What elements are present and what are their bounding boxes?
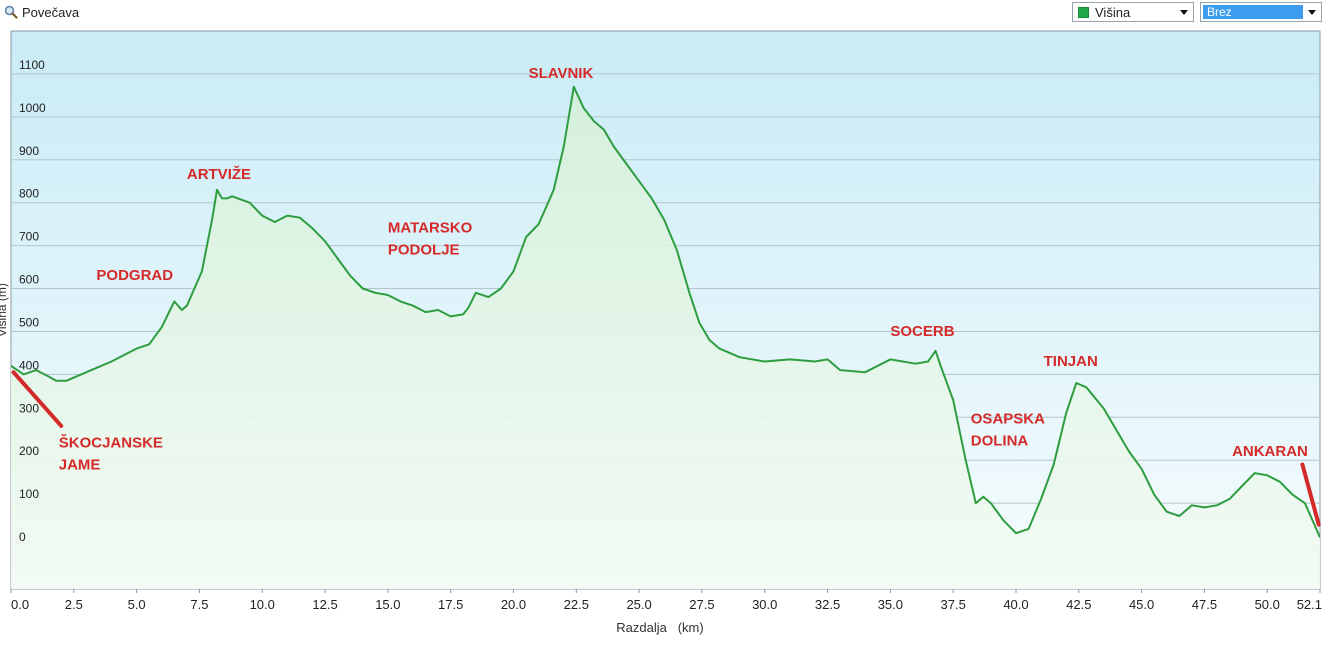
x-tick-label: 12.5 [312,597,337,612]
x-tick-label: 37.5 [941,597,966,612]
y-tick-label: 1100 [19,58,45,72]
place-annotation: SOCERB [890,323,954,340]
x-tick-label: 47.5 [1192,597,1217,612]
x-tick-label: 52.1 [1297,597,1322,612]
x-tick-label: 10.0 [250,597,275,612]
elevation-area [11,86,1320,589]
y-tick-label: 300 [19,401,39,415]
annotation-label: ŠKOCJANSKE [59,433,163,451]
place-annotation: MATARSKO PODOLJE [388,220,473,259]
y-tick-label: 400 [19,358,39,372]
x-tick-label: 7.5 [190,597,208,612]
annotation-label: DOLINA [971,433,1029,450]
x-tick-label: 17.5 [438,597,463,612]
secondary-select[interactable]: Brez [1200,2,1322,22]
annotation-label: PODGRAD [96,267,173,284]
place-annotation: SLAVNIK [529,65,594,82]
x-tick-label: 22.5 [564,597,589,612]
y-tick-label: 0 [19,530,26,544]
annotation-label: JAME [59,456,101,473]
annotation-label: MATARSKO [388,220,473,237]
annotation-pointer [1300,462,1321,527]
annotation-label: ARTVIŽE [187,165,251,183]
x-tick-label: 27.5 [689,597,714,612]
x-tick-label: 2.5 [65,597,83,612]
annotation-label: PODOLJE [388,242,460,259]
y-tick-label: 800 [19,187,39,201]
annotation-label: SOCERB [890,323,954,340]
y-tick-label: 500 [19,315,39,329]
x-tick-label: 20.0 [501,597,526,612]
x-tick-label: 25.0 [626,597,651,612]
x-tick-label: 0.0 [11,597,29,612]
series-select[interactable]: Višina [1072,2,1194,22]
chevron-down-icon [1180,10,1188,15]
series-color-swatch [1078,7,1089,18]
y-axis-ticks: 0 100 200 300 400 500 600 700 800 900 1000 1100 [19,58,46,544]
annotation-label: ANKARAN [1232,443,1308,460]
annotation-label: OSAPSKA [971,411,1045,428]
zoom-control[interactable]: Povečava [4,3,79,21]
x-axis-label: Razdalja (km) [616,620,703,635]
zoom-label: Povečava [22,4,80,20]
magnifier-icon [4,5,18,19]
y-tick-label: 900 [19,144,39,158]
annotation-pointer [11,370,64,428]
place-annotation: ANKARAN [1232,443,1321,527]
x-tick-label: 5.0 [128,597,146,612]
x-tick-label: 42.5 [1066,597,1091,612]
x-tick-label: 15.0 [375,597,400,612]
elevation-line [11,85,1320,538]
place-annotation: ARTVIŽE [187,165,251,183]
series-select-value: Višina [1095,5,1131,20]
place-annotation: TINJAN [1044,353,1098,370]
place-annotation: PODGRAD [96,267,173,284]
secondary-select-value: Brez [1203,5,1303,19]
y-axis-label: Višina (m) [0,283,9,337]
x-tick-label: 35.0 [878,597,903,612]
x-tick-label: 40.0 [1003,597,1028,612]
x-axis-ticks: 0.0 2.5 5.0 7.5 10.0 12.5 15.0 17.5 20.0 22.5 25.0… [10,589,1322,612]
place-annotation: OSAPSKA DOLINA [971,411,1045,450]
toolbar: Povečava Višina Brez [0,0,1330,28]
y-tick-label: 100 [19,487,39,501]
x-tick-label: 30.0 [752,597,777,612]
y-tick-label: 700 [19,230,39,244]
y-tick-label: 600 [19,273,39,287]
x-tick-label: 45.0 [1129,597,1154,612]
chevron-down-icon [1308,10,1316,15]
x-tick-label: 50.0 [1255,597,1280,612]
annotation-label: TINJAN [1044,353,1098,370]
x-tick-label: 32.5 [815,597,840,612]
y-tick-label: 200 [19,444,39,458]
annotations: ŠKOCJANSKE JAME PODGRAD ARTVIŽE MATARSKO PODO… [11,65,1321,527]
place-annotation: ŠKOCJANSKE JAME [11,370,163,473]
annotation-label: SLAVNIK [529,65,594,82]
y-tick-label: 1000 [19,101,46,115]
